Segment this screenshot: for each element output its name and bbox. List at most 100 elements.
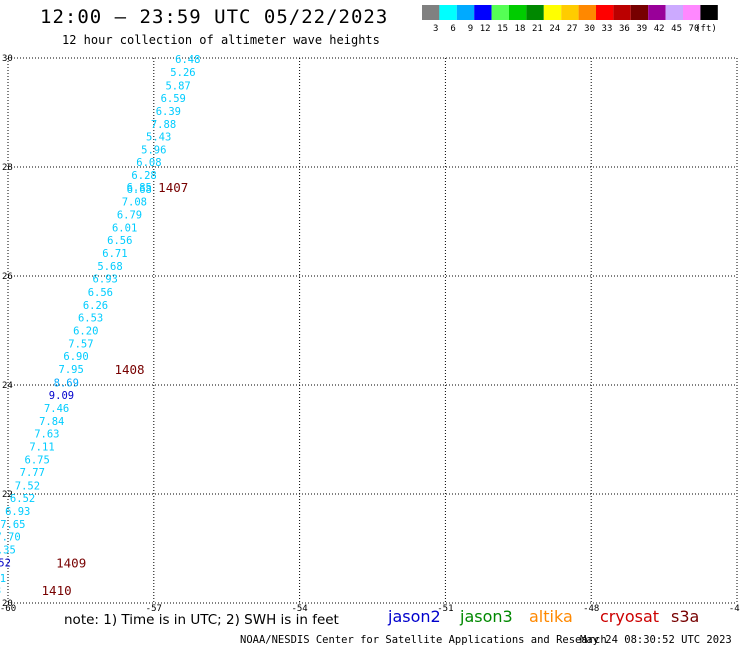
x-tick-label: -51 bbox=[437, 604, 453, 614]
wave-height-value: 7.77 bbox=[20, 467, 45, 479]
colorbar-label: 6 bbox=[450, 24, 455, 34]
wave-height-value: 7.63 bbox=[34, 429, 59, 441]
colorbar-swatch bbox=[578, 5, 596, 20]
wave-height-value: 7.01 bbox=[0, 573, 6, 585]
wave-height-value: 7.95 bbox=[59, 364, 84, 376]
pass-time-label: 1409 bbox=[56, 556, 86, 571]
wave-height-value: 5.26 bbox=[170, 67, 195, 79]
wave-height-value: 7.88 bbox=[151, 119, 176, 131]
x-tick-label: -45 bbox=[729, 604, 740, 614]
wave-height-value: 9.52 bbox=[0, 558, 11, 570]
wave-height-value: 5.93 bbox=[0, 585, 1, 597]
wave-height-value: 7.84 bbox=[39, 416, 64, 428]
colorbar-swatch bbox=[700, 5, 718, 20]
colorbar-label: (ft) bbox=[695, 24, 717, 34]
wave-height-value: 7.52 bbox=[15, 480, 40, 492]
x-tick-label: -57 bbox=[146, 604, 162, 614]
lat-lon-grid bbox=[7, 57, 738, 604]
map-subtitle: 12 hour collection of altimeter wave hei… bbox=[62, 33, 380, 47]
colorbar-label: 21 bbox=[532, 24, 543, 34]
satellite-legend-jason3: jason3 bbox=[460, 607, 513, 626]
colorbar-label: 27 bbox=[567, 24, 578, 34]
color-scale-legend: 3 6 9 12 15 18 21 24 27 30 33 36 39 42 45 70(ft) bbox=[422, 5, 718, 34]
pass-time-label: 1410 bbox=[42, 583, 72, 598]
colorbar-swatch bbox=[456, 5, 475, 20]
wave-height-value: 6.71 bbox=[102, 248, 127, 260]
colorbar-label: 3 bbox=[433, 24, 438, 34]
colorbar-label: 30 bbox=[584, 24, 595, 34]
wave-height-value: 6.48 bbox=[175, 54, 200, 66]
wave-height-value: 9.09 bbox=[49, 390, 74, 402]
wave-height-value: 6.52 bbox=[10, 493, 35, 505]
pass-time-label: 1407 bbox=[158, 180, 188, 195]
wave-height-value: 6.79 bbox=[117, 209, 142, 221]
colorbar-swatch bbox=[613, 5, 631, 20]
footer-timestamp: May 24 08:30:52 UTC 2023 bbox=[580, 634, 732, 646]
x-tick-label: -54 bbox=[291, 604, 307, 614]
wave-height-value: 6.39 bbox=[156, 106, 181, 118]
wave-height-value: 6.01 bbox=[112, 222, 137, 234]
colorbar-label: 70 bbox=[689, 24, 700, 34]
wave-height-value: 6.90 bbox=[63, 351, 88, 363]
wave-height-value: 6.08 bbox=[136, 157, 161, 169]
wave-height-observations: 6.485.265.876.596.397.885.43 5.966.086.28… bbox=[0, 54, 200, 597]
map-title: 12:00 – 23:59 UTC 05/22/2023 bbox=[40, 6, 389, 28]
latitude-tick-labels: 30 28 26 24 22 20 bbox=[2, 54, 13, 609]
satellite-legend-jason2: jason2 bbox=[388, 607, 441, 626]
y-tick-label: 30 bbox=[2, 54, 13, 64]
wave-height-value: 7.46 bbox=[44, 403, 69, 415]
y-tick-label: 24 bbox=[2, 381, 13, 391]
colorbar-swatch bbox=[491, 5, 509, 20]
wave-height-value: 6.28 bbox=[131, 170, 156, 182]
wave-height-value: 7.08 bbox=[122, 196, 147, 208]
colorbar-swatch bbox=[439, 5, 457, 20]
satellite-legend-cryosat: cryosat bbox=[600, 607, 660, 626]
y-tick-label: 26 bbox=[2, 272, 13, 282]
colorbar-swatch bbox=[422, 5, 440, 20]
satellite-legend-s3a: s3a bbox=[671, 607, 700, 626]
wave-height-value: 5.43 bbox=[146, 131, 171, 143]
colorbar-swatch bbox=[630, 5, 649, 20]
colorbar-swatch bbox=[543, 5, 562, 20]
wave-height-value: 8.69 bbox=[54, 377, 79, 389]
wave-height-value: 6.56 bbox=[107, 235, 132, 247]
colorbar-swatch bbox=[648, 5, 666, 20]
wave-height-value: 7.70 bbox=[0, 532, 21, 544]
colorbar-label: 9 bbox=[468, 24, 473, 34]
wave-height-value: 6.85 bbox=[127, 182, 152, 194]
colorbar-label: 36 bbox=[619, 24, 630, 34]
colorbar-swatch bbox=[526, 5, 544, 20]
pass-time-label: 1408 bbox=[114, 362, 144, 377]
wave-height-value: 6.93 bbox=[93, 274, 118, 286]
longitude-tick-labels: -60 -57 -54 -51 -48 -45 bbox=[0, 604, 740, 614]
wave-height-value: 7.11 bbox=[29, 442, 54, 454]
y-tick-label: 28 bbox=[2, 163, 13, 173]
wave-height-value: 6.75 bbox=[25, 455, 50, 467]
wave-height-value: 5.96 bbox=[141, 145, 166, 157]
wave-height-value: 6.53 bbox=[78, 312, 103, 324]
colorbar-swatch bbox=[665, 5, 683, 20]
wave-height-value: 7.57 bbox=[68, 339, 93, 351]
colorbar-label: 12 bbox=[480, 24, 491, 34]
colorbar-label: 18 bbox=[515, 24, 526, 34]
colorbar-label: 39 bbox=[636, 24, 647, 34]
wave-height-value: 5.87 bbox=[165, 80, 190, 92]
wave-height-value: 6.26 bbox=[83, 300, 108, 312]
wave-height-value: 6.68 bbox=[127, 184, 152, 196]
wave-height-value: 5.68 bbox=[97, 261, 122, 273]
colorbar-swatch bbox=[683, 5, 701, 20]
colorbar-label: 33 bbox=[602, 24, 613, 34]
wave-height-value: 6.56 bbox=[88, 287, 113, 299]
colorbar-label: 15 bbox=[497, 24, 508, 34]
colorbar-label: 42 bbox=[654, 24, 665, 34]
wave-height-value: 6.20 bbox=[73, 326, 98, 338]
y-tick-label: 20 bbox=[2, 599, 13, 609]
x-tick-label: -60 bbox=[0, 604, 16, 614]
satellite-legend-altika: altika bbox=[529, 607, 573, 626]
x-tick-label: -48 bbox=[583, 604, 599, 614]
y-tick-label: 22 bbox=[2, 490, 13, 500]
note-text: note: 1) Time is in UTC; 2) SWH is in fe… bbox=[64, 612, 339, 628]
wave-height-value: 6.93 bbox=[5, 506, 30, 518]
colorbar-swatch bbox=[509, 5, 527, 20]
